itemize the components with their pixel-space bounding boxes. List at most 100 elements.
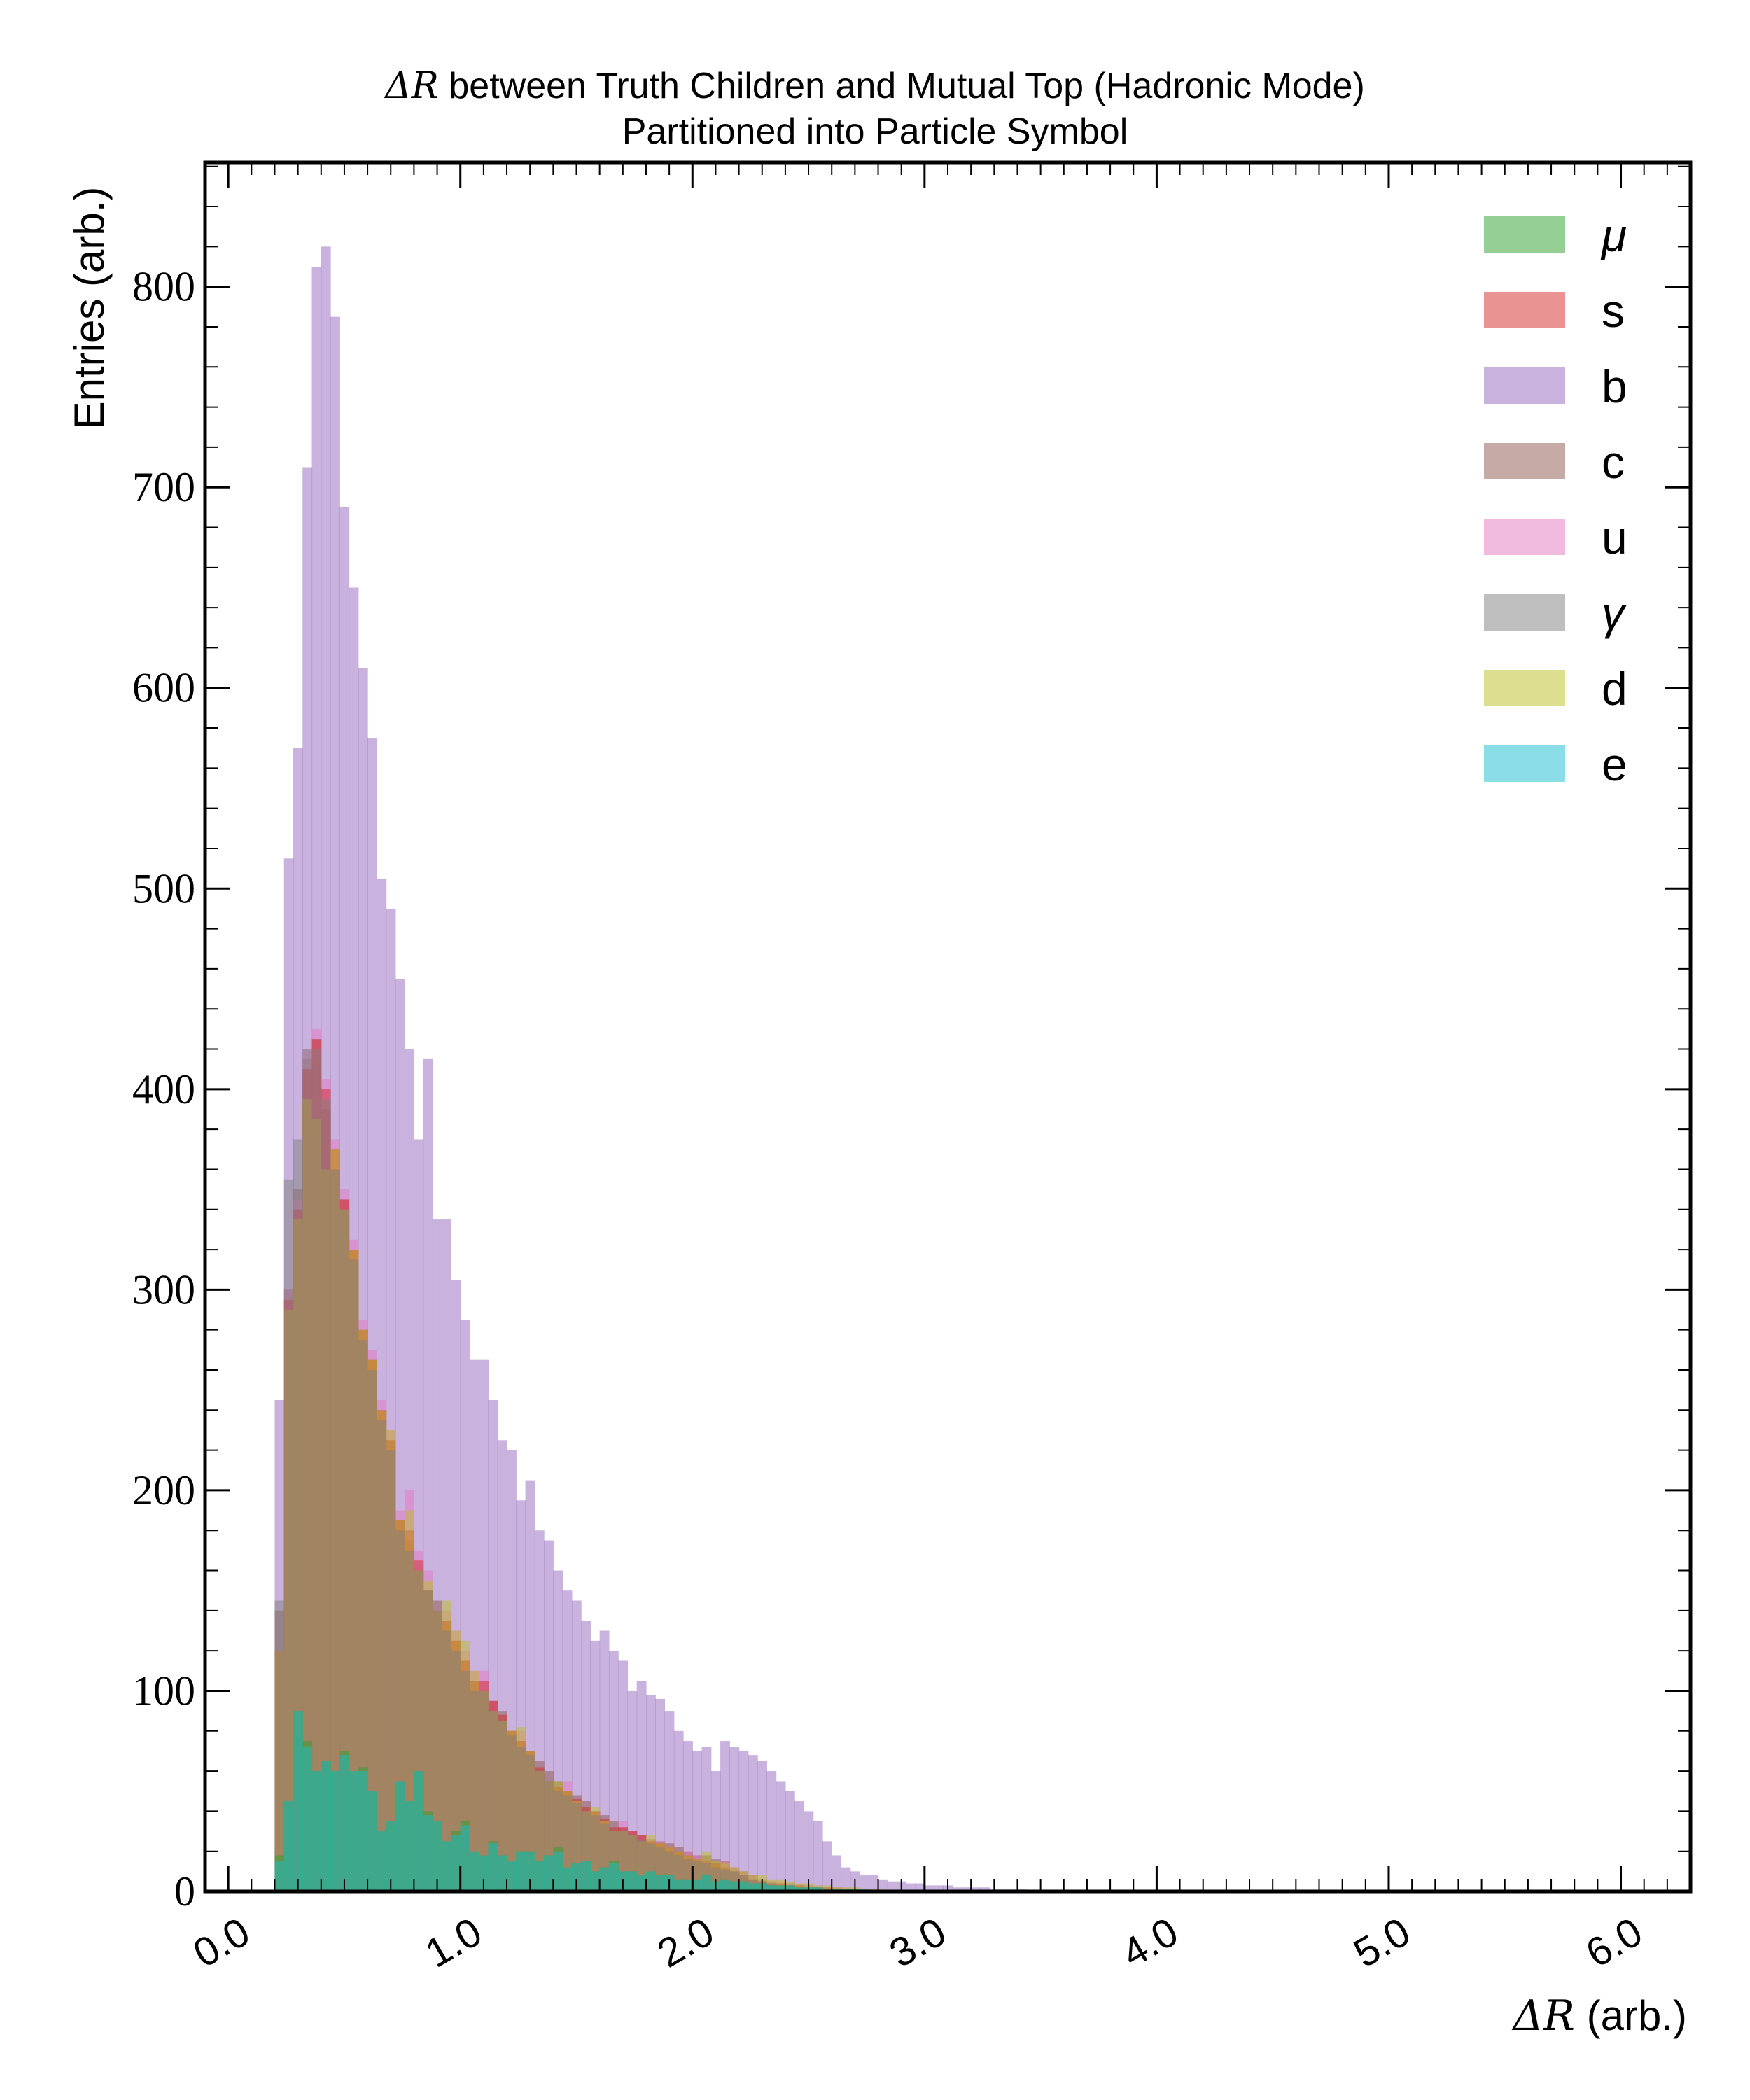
bar-e-21: [469, 1851, 479, 1891]
bar-e-28: [534, 1861, 545, 1891]
bar-b-66: [887, 1881, 897, 1891]
title-math: ΔR: [384, 65, 439, 107]
histogram-bars: [274, 246, 1028, 1892]
bar-e-30: [553, 1851, 564, 1891]
bar-e-4: [312, 1771, 322, 1891]
bar-e-55: [785, 1885, 795, 1891]
bar-e-12: [386, 1821, 396, 1891]
bar-e-11: [377, 1831, 387, 1891]
legend-entry-4: u: [1484, 512, 1628, 564]
series-e: [274, 1711, 869, 1891]
legend-entry-2: b: [1484, 360, 1628, 412]
bar-e-3: [302, 1746, 313, 1891]
legend-label-7: e: [1602, 738, 1628, 790]
y-tick-label-4: 400: [132, 1066, 195, 1112]
legend-label-0: μ: [1600, 209, 1627, 261]
bar-d-59: [822, 1885, 832, 1891]
bar-e-39: [636, 1875, 647, 1891]
bar-e-2: [293, 1711, 303, 1891]
x-tick-label-3: 3.0: [882, 1909, 953, 1977]
bar-γ-22: [479, 1690, 489, 1891]
y-tick-label-0: 0: [174, 1868, 195, 1914]
legend-entry-3: c: [1484, 436, 1625, 488]
bar-γ-9: [358, 1340, 368, 1891]
bar-e-0: [274, 1861, 285, 1891]
x-tick-label-2: 2.0: [650, 1909, 721, 1977]
bar-e-51: [748, 1883, 758, 1891]
bar-b-56: [794, 1801, 805, 1891]
legend-swatch-2: [1484, 368, 1565, 404]
y-tick-label-5: 500: [132, 865, 195, 911]
bar-γ-21: [469, 1690, 479, 1891]
bar-b-65: [878, 1879, 888, 1891]
bar-e-46: [701, 1875, 712, 1891]
bar-b-57: [804, 1811, 814, 1891]
y-axis-label: Entries (arb.): [66, 187, 113, 430]
legend-label-4: u: [1602, 512, 1628, 564]
bar-b-53: [766, 1771, 777, 1891]
legend-swatch-3: [1484, 443, 1565, 479]
bar-e-5: [321, 1760, 331, 1891]
bar-e-23: [488, 1843, 498, 1891]
bar-γ-10: [368, 1369, 377, 1891]
title-text: between Truth Children and Mutual Top (H…: [439, 66, 1365, 106]
bar-γ-12: [386, 1450, 396, 1891]
x-tick-label-4: 4.0: [1114, 1909, 1186, 1977]
legend-swatch-1: [1484, 292, 1565, 328]
x-tick-label-0: 0.0: [186, 1909, 257, 1977]
bar-e-25: [507, 1861, 517, 1891]
bar-b-54: [776, 1781, 786, 1891]
bar-b-61: [841, 1867, 851, 1891]
bar-e-40: [645, 1871, 656, 1891]
x-tick-label-5: 5.0: [1346, 1909, 1418, 1977]
bar-e-48: [720, 1879, 730, 1891]
bar-e-26: [516, 1851, 526, 1891]
bar-e-10: [368, 1791, 377, 1891]
bar-e-32: [571, 1863, 582, 1891]
bar-b-50: [738, 1751, 749, 1891]
bar-γ-5: [321, 1099, 331, 1891]
chart-title-line-2: Partitioned into Particle Symbol: [622, 111, 1128, 152]
bar-e-6: [330, 1771, 340, 1891]
bar-e-53: [766, 1885, 777, 1891]
bar-b-58: [813, 1821, 823, 1891]
bar-b-70: [924, 1885, 934, 1891]
bar-e-58: [813, 1887, 823, 1891]
bar-b-74: [961, 1887, 972, 1891]
bar-e-7: [340, 1755, 350, 1891]
bar-γ-4: [312, 1049, 322, 1891]
bar-e-34: [590, 1871, 601, 1891]
bar-e-29: [544, 1855, 554, 1891]
bar-b-73: [952, 1887, 962, 1891]
bar-e-19: [451, 1835, 461, 1891]
bar-b-76: [980, 1887, 990, 1891]
bar-e-20: [460, 1825, 470, 1891]
bar-e-45: [692, 1879, 703, 1891]
y-tick-label-7: 700: [132, 464, 195, 510]
y-tick-labels: 0 100 200 300 400 500 600 700 800: [132, 264, 195, 1914]
legend-swatch-0: [1484, 216, 1565, 253]
bar-e-49: [729, 1881, 740, 1891]
bar-b-75: [971, 1887, 981, 1891]
legend-entry-6: d: [1484, 663, 1628, 715]
bar-e-27: [525, 1851, 536, 1891]
legend-swatch-6: [1484, 670, 1565, 706]
x-axis-label-math: ΔR: [1511, 1991, 1575, 2040]
bar-γ-11: [377, 1420, 387, 1891]
bar-e-18: [442, 1841, 452, 1891]
legend-entry-1: s: [1484, 285, 1625, 337]
bar-e-24: [497, 1855, 507, 1891]
bar-b-60: [832, 1855, 842, 1891]
bar-e-54: [776, 1885, 786, 1891]
bar-e-41: [655, 1875, 666, 1891]
bar-b-63: [860, 1875, 869, 1891]
y-tick-label-2: 200: [132, 1467, 195, 1513]
axis-ticks: [204, 162, 1691, 1893]
bar-e-22: [479, 1855, 489, 1891]
bar-b-48: [720, 1741, 730, 1891]
legend-swatch-4: [1484, 519, 1565, 555]
bar-e-9: [358, 1771, 368, 1891]
x-tick-label-1: 1.0: [418, 1909, 489, 1977]
